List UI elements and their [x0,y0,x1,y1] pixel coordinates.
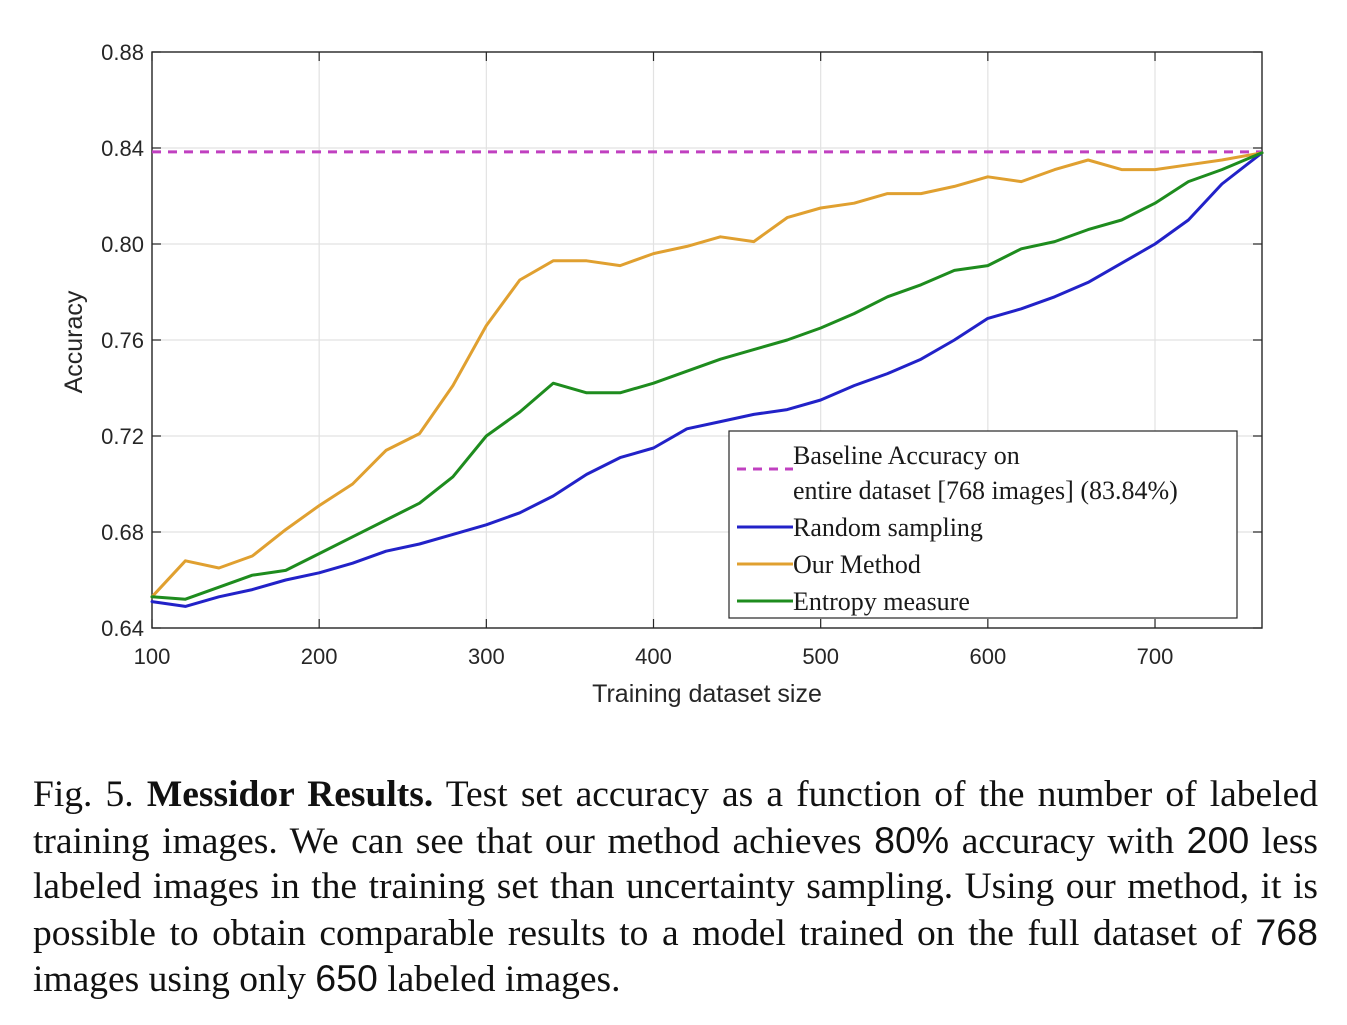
y-tick-label: 0.72 [101,424,144,449]
y-tick-label: 0.88 [101,40,144,65]
accuracy-chart: 100 200 300 400 500 600 700 0.64 0.68 0.72 0.76 0.8… [60,40,1264,708]
caption-title: Messidor Results. [146,774,434,815]
y-axis-label: Accuracy [60,290,88,393]
y-tick-label: 0.80 [101,232,144,257]
legend-label-entropy-measure: Entropy measure [793,587,970,616]
series-line-random-sampling [150,151,1264,608]
y-tick-label: 0.76 [101,328,144,353]
legend: Baseline Accuracy on entire dataset [768 … [728,430,1238,619]
figure-caption: Fig. 5. Messidor Results. Test set accur… [33,772,1318,1003]
caption-number-2: 200 [1186,818,1250,861]
y-tick-label: 0.68 [101,520,144,545]
caption-text-3: less labeled images in the training set … [33,820,1318,954]
axis-ticks: 100 200 300 400 500 600 700 0.64 0.68 0.72 0.76 0.8… [101,40,1262,669]
caption-text-5: labeled images. [387,959,621,1000]
caption-text-1: Test set accuracy as a function of the n… [33,774,1319,862]
x-tick-label: 300 [468,644,505,669]
series-line-our-method [150,151,1264,599]
x-tick-label: 100 [134,644,171,669]
caption-text-4: images using only [33,959,306,1000]
x-axis-label: Training dataset size [592,680,822,708]
x-tick-label: 700 [1137,644,1174,669]
legend-label-baseline-line2: entire dataset [768 images] (83.84%) [793,476,1178,505]
legend-label-our-method: Our Method [793,550,921,579]
series-layer [150,150,1264,608]
caption-number-1: 80% [874,818,950,861]
x-tick-label: 200 [301,644,338,669]
legend-box [728,430,1238,619]
caption-fig-label: Fig. 5. [33,774,134,815]
x-tick-label: 500 [802,644,839,669]
x-tick-label: 600 [969,644,1006,669]
x-tick-label: 400 [635,644,672,669]
caption-number-3: 768 [1255,910,1318,953]
caption-number-4: 650 [315,957,378,999]
series-line-entropy-measure [150,151,1264,601]
caption-text-2: accuracy with [961,820,1175,862]
legend-label-baseline-line1: Baseline Accuracy on [793,441,1020,470]
legend-label-random-sampling: Random sampling [793,513,983,542]
y-tick-label: 0.84 [101,136,144,161]
y-tick-label: 0.64 [101,616,144,641]
